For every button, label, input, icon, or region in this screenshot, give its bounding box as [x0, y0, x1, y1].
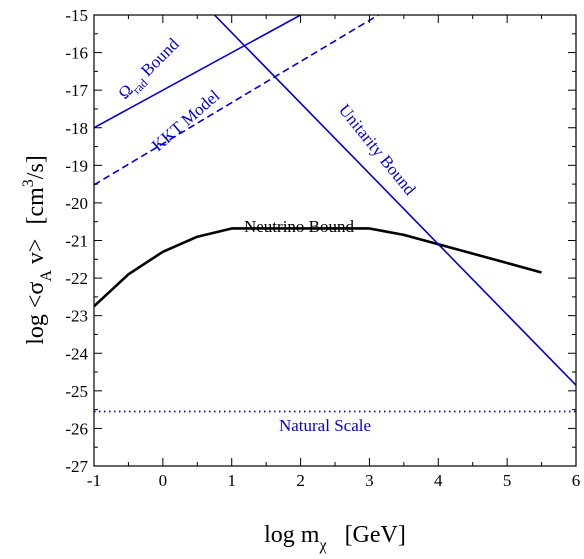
y-tick-label: -16	[65, 44, 88, 63]
series-layer	[94, 15, 576, 413]
y-axis-title-units-sup: 3	[20, 179, 37, 187]
plot-frame	[93, 14, 577, 467]
annotation-omega-rest: Bound	[134, 34, 183, 83]
x-axis-title: log mχ [GeV]	[264, 522, 406, 554]
x-tick-label: 4	[434, 471, 443, 490]
series-line-neutrino-bound	[94, 227, 542, 308]
y-axis-title-sub: A	[38, 270, 55, 282]
y-axis-title: log <σA v> [cm3/s]	[20, 155, 55, 345]
x-axis-title-base: log m	[264, 522, 320, 548]
x-tick-label: 0	[159, 471, 168, 490]
y-axis-title-units-pre: [cm	[23, 187, 49, 225]
x-axis-title-units: [GeV]	[345, 522, 406, 548]
annotation-kkt-model: KKT Model	[148, 86, 224, 155]
series-line-rad-bound	[94, 15, 301, 129]
y-tick-label: -18	[65, 119, 88, 138]
x-tick-label: 3	[365, 471, 374, 490]
x-tick-label: 5	[503, 471, 512, 490]
y-tick-label: -23	[65, 307, 88, 326]
series-line-kkt-model	[94, 15, 379, 186]
x-tick-label: 6	[572, 471, 581, 490]
y-axis-title-pre: log <σ	[23, 282, 49, 345]
annotation-natural-scale: Natural Scale	[279, 416, 371, 435]
y-tick-label: -24	[65, 344, 88, 363]
y-axis-title-mid: v>	[23, 239, 49, 271]
y-tick-label: -22	[65, 269, 88, 288]
y-tick-label: -25	[65, 382, 88, 401]
y-tick-label: -26	[65, 419, 88, 438]
annotation-omega-rad-bound: Ωrad Bound	[114, 34, 185, 105]
x-tick-label: 1	[227, 471, 236, 490]
x-tick-label: -1	[87, 471, 101, 490]
y-tick-label: -19	[65, 156, 88, 175]
ticks-layer: -1 0 1 2 3 4 5 6 -27 -26 -25 -24 -23 -22 -21 -20 -19 -18 -…	[65, 6, 580, 490]
annotation-unitarity-bound: Unitarity Bound	[335, 101, 420, 200]
y-tick-label: -27	[65, 457, 88, 476]
y-axis-title-units-post: /s]	[23, 155, 49, 179]
y-tick-label: -15	[65, 6, 88, 25]
x-axis-title-sub: χ	[318, 537, 327, 554]
y-tick-label: -21	[65, 232, 88, 251]
y-tick-label: -17	[65, 81, 88, 100]
annotation-neutrino-bound: Neutrino Bound	[244, 217, 355, 236]
series-line-unitarity-bound	[213, 15, 576, 386]
x-tick-label: 2	[296, 471, 305, 490]
y-tick-label: -20	[65, 194, 88, 213]
